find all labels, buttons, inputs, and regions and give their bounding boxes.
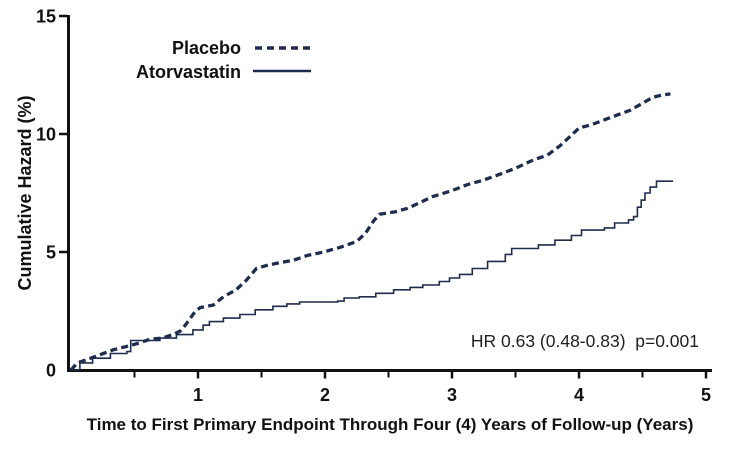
y-tick-label: 10	[36, 125, 56, 145]
legend: Placebo Atorvastatin	[136, 38, 311, 82]
x-tick-label: 2	[320, 385, 330, 405]
x-axis-label: Time to First Primary Endpoint Through F…	[87, 415, 694, 434]
curve-placebo	[69, 92, 671, 372]
x-tick-label: 4	[574, 385, 584, 405]
y-tick-label: 0	[46, 361, 56, 381]
hr-annotation: HR 0.63 (0.48-0.83) p=0.001	[471, 331, 699, 351]
curve-atorvastatin	[71, 180, 673, 371]
y-tick-label: 15	[36, 7, 56, 27]
legend-label-placebo: Placebo	[172, 38, 241, 58]
legend-label-atorvastatin: Atorvastatin	[136, 62, 241, 82]
y-tick-label: 5	[46, 243, 56, 263]
y-axis-label: Cumulative Hazard (%)	[15, 95, 35, 290]
x-tick-label: 1	[193, 385, 203, 405]
chart-generated-layer: 0 5 10 15 1 2 3 4 5	[36, 7, 712, 405]
x-tick-label: 3	[447, 385, 457, 405]
x-tick-label: 5	[701, 385, 711, 405]
